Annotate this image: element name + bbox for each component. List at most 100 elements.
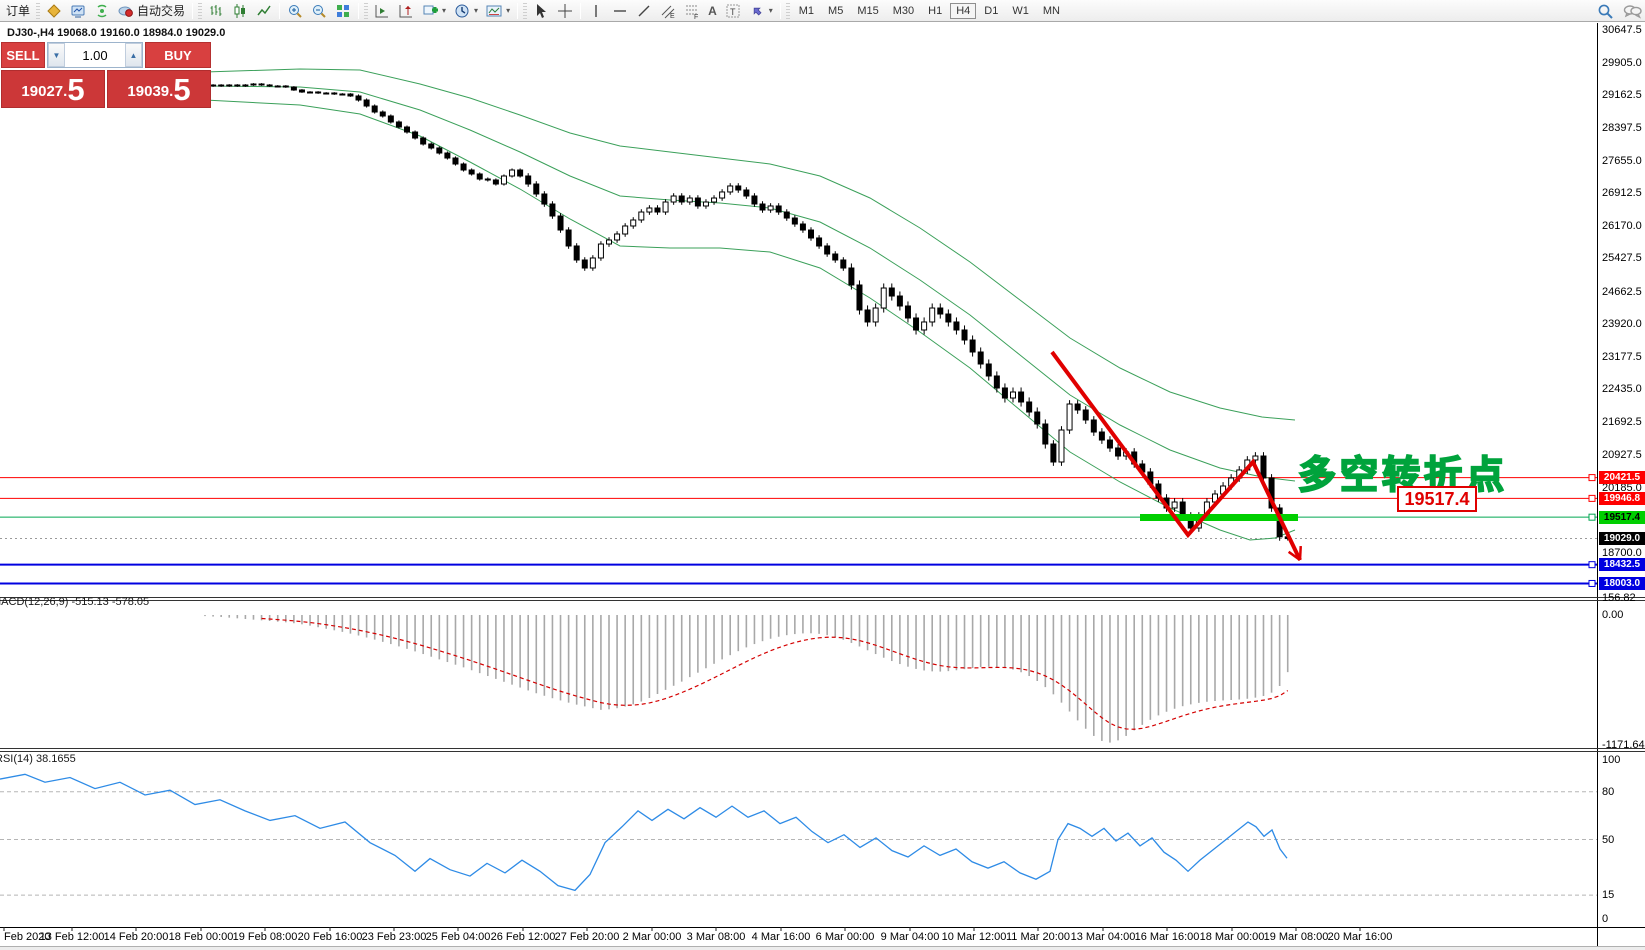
new-order-button[interactable]: 订单 <box>2 1 34 21</box>
time-axis-label: 4 Mar 16:00 <box>751 931 811 943</box>
time-axis-label: 11 Mar 20:00 <box>1005 931 1071 943</box>
time-axis-label: 6 Mar 00:00 <box>815 931 875 943</box>
horizontal-line-icon <box>612 3 628 19</box>
toolbar-separator <box>580 2 582 19</box>
new-order-label: 订单 <box>6 4 31 18</box>
signals-button[interactable] <box>90 1 114 21</box>
timeframe-button-h1[interactable]: H1 <box>928 4 943 17</box>
timeframe-button-d1[interactable]: D1 <box>984 4 999 17</box>
new-chart-button[interactable]: ▾ <box>418 1 450 21</box>
timeframe-button-m15[interactable]: M15 <box>857 4 879 17</box>
price-axis-tick: 23177.5 <box>1602 350 1642 363</box>
bar-chart-mode-button[interactable] <box>204 1 228 21</box>
autotrade-cloud-icon <box>118 3 134 19</box>
terminal-button[interactable] <box>66 1 90 21</box>
deposit-button[interactable] <box>42 1 66 21</box>
toolbar-separator <box>279 2 281 19</box>
tile-windows-button[interactable] <box>331 1 355 21</box>
shapes-icon <box>749 3 765 19</box>
channel-tool-button[interactable]: E <box>656 1 680 21</box>
rsi-axis-label: 80 <box>1602 785 1615 798</box>
crosshair-tool-button[interactable] <box>553 1 577 21</box>
timeframe-button-h4[interactable]: H4 <box>950 2 977 19</box>
time-axis-label: 25 Feb 04:00 <box>425 931 491 943</box>
text-tool-button[interactable]: A <box>704 1 721 21</box>
crosshair-icon <box>557 3 573 19</box>
price-badge-20421.5: 20421.5 <box>1599 471 1645 485</box>
period-button[interactable]: ▾ <box>450 1 482 21</box>
timeframe-group: M1 M5 M15 M30 H1 H4 D1 W1 MN <box>792 2 1067 19</box>
price-axis-tick: 29162.5 <box>1602 89 1642 101</box>
time-axis-label: Feb 2020 <box>4 931 51 943</box>
price-badge-18003.0: 18003.0 <box>1599 576 1645 590</box>
price-axis-tick: 26170.0 <box>1602 219 1642 232</box>
toolbar-drag-handle[interactable] <box>364 2 369 19</box>
time-axis-label: 26 Feb 12:00 <box>490 931 556 943</box>
toolbar-drag-handle[interactable] <box>785 2 790 19</box>
price-badge-19517.4: 19517.4 <box>1599 510 1645 524</box>
volume-input[interactable] <box>65 43 125 67</box>
trendline-tool-button[interactable] <box>632 1 656 21</box>
label-tool-button[interactable]: T <box>721 1 745 21</box>
price-axis-tick: 22435.0 <box>1602 383 1642 396</box>
price-axis-tick: 23920.0 <box>1602 318 1642 331</box>
buy-button[interactable]: BUY <box>145 42 211 68</box>
new-chart-icon <box>422 3 439 19</box>
svg-text:F: F <box>694 14 698 19</box>
auto-scroll-button[interactable] <box>370 1 394 21</box>
price-axis-tick: 27655.0 <box>1602 154 1642 167</box>
autotrade-button[interactable]: 自动交易 <box>114 1 189 21</box>
candlestick-icon <box>232 3 248 19</box>
chart-shift-button[interactable] <box>394 1 418 21</box>
timeframe-button-m5[interactable]: M5 <box>828 4 844 17</box>
toolbar-drag-handle[interactable] <box>36 2 41 19</box>
sell-price-display[interactable]: 19027. 5 <box>1 70 105 108</box>
buy-price-sep: . <box>169 83 174 100</box>
chat-icon[interactable] <box>1623 3 1642 19</box>
toolbar-drag-handle[interactable] <box>523 2 528 19</box>
dropdown-caret: ▾ <box>506 6 511 15</box>
volume-increase-button[interactable]: ▲ <box>125 43 142 67</box>
buy-price-display[interactable]: 19039. 5 <box>107 70 211 108</box>
volume-stepper: ▼ ▲ <box>47 42 143 68</box>
candlestick-mode-button[interactable] <box>228 1 252 21</box>
main-toolbar: 订单 自动交易 <box>0 0 1645 22</box>
time-axis-label: 9 Mar 04:00 <box>880 931 940 943</box>
vertical-line-icon <box>588 3 604 19</box>
price-axis-tick: 28397.5 <box>1602 122 1642 135</box>
price-badge-19946.8: 19946.8 <box>1599 491 1645 505</box>
time-axis-label: 16 Mar 16:00 <box>1134 931 1200 943</box>
search-icon[interactable] <box>1597 3 1613 19</box>
timeframe-button-m30[interactable]: M30 <box>892 4 915 17</box>
label-tool-icon: T <box>725 3 741 19</box>
sell-button[interactable]: SELL <box>1 42 45 68</box>
shapes-tool-button[interactable]: ▾ <box>745 1 777 21</box>
zoom-out-button[interactable] <box>307 1 331 21</box>
macd-indicator-label: MACD(12,26,9) -515.13 -578.05 <box>0 596 150 608</box>
time-axis-label: 13 Mar 04:00 <box>1070 931 1136 943</box>
zoom-out-icon <box>311 3 327 19</box>
cursor-tool-button[interactable] <box>529 1 553 21</box>
toolbar-drag-handle[interactable] <box>198 2 203 19</box>
timeframe-button-m1[interactable]: M1 <box>798 4 815 17</box>
fibonacci-icon: F <box>684 3 700 21</box>
terminal-icon <box>70 3 86 19</box>
line-chart-mode-button[interactable] <box>252 1 276 21</box>
signal-icon <box>94 3 110 19</box>
volume-decrease-button[interactable]: ▼ <box>48 43 65 67</box>
zoom-in-button[interactable] <box>283 1 307 21</box>
price-axis-tick: 20927.5 <box>1602 449 1642 462</box>
support-price-annotation[interactable]: 19517.4 <box>1397 486 1477 512</box>
channel-icon: E <box>660 3 676 20</box>
time-axis-label: 14 Feb 20:00 <box>103 931 169 943</box>
timeframe-button-mn[interactable]: MN <box>1042 4 1060 17</box>
timeframe-button-w1[interactable]: W1 <box>1012 4 1029 17</box>
fibonacci-tool-button[interactable]: F <box>680 1 704 21</box>
bar-chart-icon <box>208 3 224 19</box>
vertical-line-tool-button[interactable] <box>584 1 608 21</box>
horizontal-line-tool-button[interactable] <box>608 1 632 21</box>
dropdown-caret: ▾ <box>474 6 479 15</box>
template-button[interactable]: ▾ <box>482 1 514 21</box>
one-click-trade-panel: SELL ▼ ▲ BUY 19027.5 19039.5 <box>1 42 211 108</box>
